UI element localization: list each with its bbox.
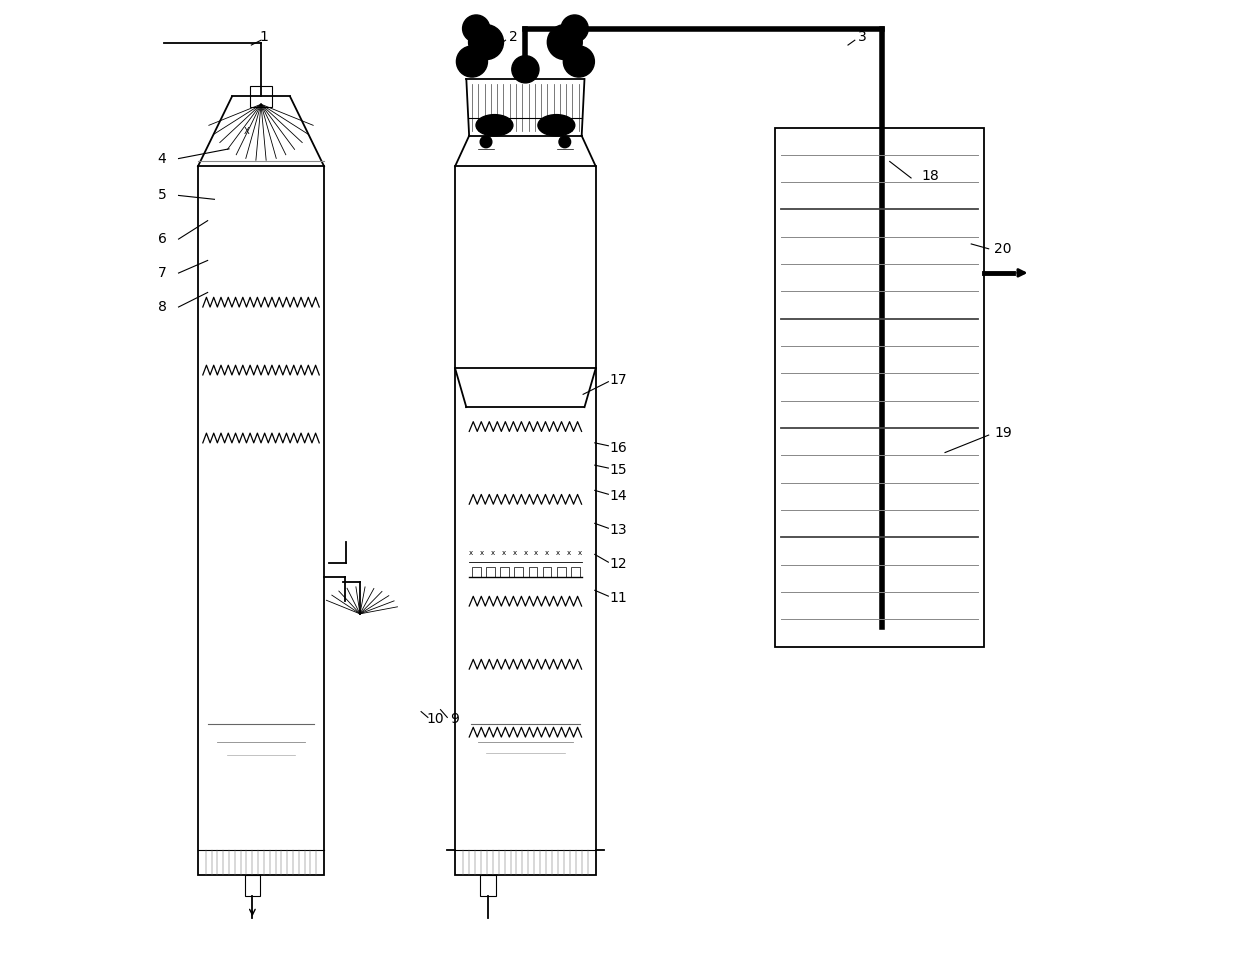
Circle shape [456, 46, 487, 77]
Bar [528, 567, 537, 577]
Text: x: x [546, 550, 549, 556]
Text: 13: 13 [609, 523, 627, 537]
Bar [244, 875, 260, 896]
Circle shape [463, 15, 490, 42]
Text: 1: 1 [259, 30, 268, 45]
Text: X: X [243, 126, 249, 136]
Circle shape [563, 46, 594, 77]
Circle shape [547, 24, 583, 59]
Text: x: x [480, 550, 484, 556]
Text: 20: 20 [994, 242, 1012, 256]
Bar [775, 127, 983, 647]
Text: 6: 6 [157, 233, 166, 246]
Circle shape [480, 136, 492, 148]
Text: 2: 2 [508, 30, 517, 45]
Ellipse shape [476, 115, 513, 136]
Text: 7: 7 [157, 266, 166, 280]
Text: 19: 19 [994, 426, 1012, 440]
Text: 8: 8 [157, 300, 166, 314]
Circle shape [560, 15, 588, 42]
Text: 9: 9 [450, 712, 460, 727]
Text: x: x [491, 550, 495, 556]
Text: 15: 15 [609, 463, 627, 477]
Circle shape [559, 136, 570, 148]
Text: 17: 17 [609, 373, 627, 387]
Bar [472, 567, 481, 577]
Bar [250, 86, 272, 107]
Ellipse shape [538, 115, 575, 136]
Bar [480, 875, 496, 896]
Bar [486, 567, 495, 577]
Circle shape [512, 55, 539, 83]
Bar [455, 166, 595, 875]
Text: x: x [567, 550, 570, 556]
Bar [557, 567, 565, 577]
Text: x: x [534, 550, 538, 556]
Bar [543, 567, 552, 577]
Text: 16: 16 [609, 441, 627, 454]
Bar [570, 567, 579, 577]
Bar [198, 166, 324, 875]
Text: 14: 14 [609, 489, 627, 503]
Text: x: x [556, 550, 560, 556]
Bar [515, 567, 523, 577]
Text: 18: 18 [921, 169, 940, 183]
Bar [501, 567, 510, 577]
Text: 3: 3 [858, 30, 867, 45]
Text: x: x [469, 550, 474, 556]
Text: x: x [523, 550, 527, 556]
Text: 4: 4 [157, 152, 166, 165]
Text: 11: 11 [609, 591, 627, 605]
Text: x: x [502, 550, 506, 556]
Text: 5: 5 [157, 189, 166, 202]
Circle shape [469, 24, 503, 59]
Text: x: x [578, 550, 582, 556]
Text: x: x [512, 550, 517, 556]
Text: 10: 10 [427, 712, 444, 727]
Text: 12: 12 [609, 558, 627, 571]
